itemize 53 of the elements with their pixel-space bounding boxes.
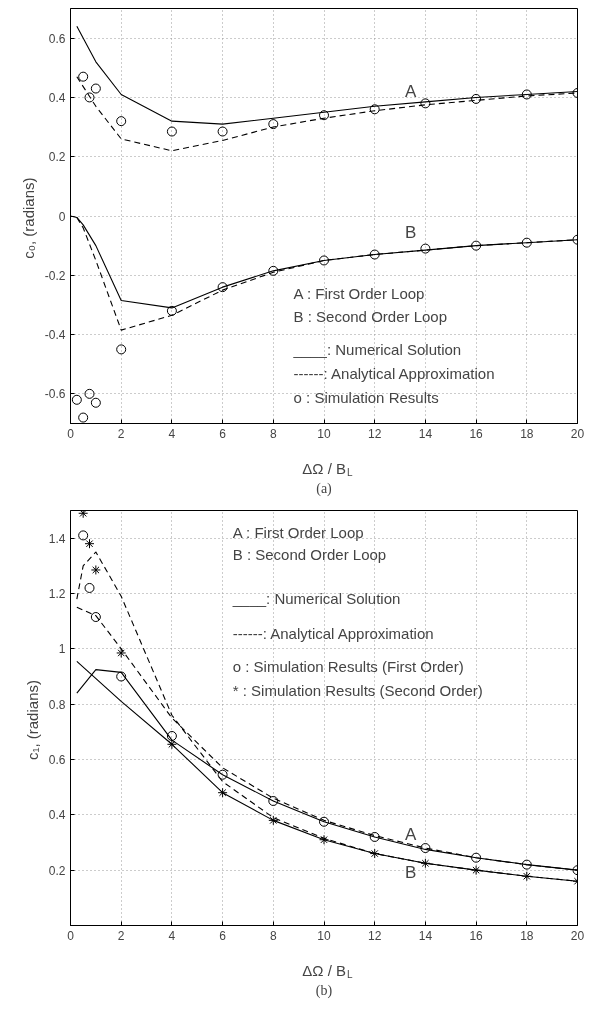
y-tick-label: 1.2 [48,587,66,601]
y-tick-label: 0.4 [48,808,66,823]
x-tick-label: 4 [168,426,176,441]
x-tick-label: 6 [219,426,227,441]
text: (b) [315,983,333,1000]
x-tick-label: 8 [269,426,277,441]
y-tick-label: 1.4 [48,531,66,546]
y-tick-label: 0 [58,209,66,224]
annotation: B : Second Order Loop [232,545,387,563]
text: (a) [316,481,333,498]
x-tick-label: 12 [368,928,382,943]
annotation: * : Simulation Results (Second Order) [232,682,483,700]
y-tick-label: -0.6 [44,387,66,402]
x-tick-label: 20 [570,426,585,441]
x-tick-label: 14 [418,928,433,943]
x-tick-label: 12 [368,426,382,441]
annotation: ------: Analytical Approximation [232,625,434,643]
annotation: o : Simulation Results [293,388,439,406]
x-tick-label: 10 [317,426,331,441]
y-tick-label: -0.2 [44,268,66,283]
x-tick-label: 16 [469,928,484,943]
y-tick-label: 0.2 [48,863,66,878]
y-axis-title: c₁, (radians) [23,680,41,761]
annotation: ------: Analytical Approximation [293,365,495,383]
x-tick-label: 18 [520,426,534,441]
x-tick-label: 8 [269,928,277,943]
x-tick-label: 16 [469,426,484,441]
annotation: B [405,863,417,883]
x-tick-label: 6 [219,928,227,943]
annotation: A [405,82,418,101]
y-tick-label: -0.4 [44,328,66,343]
y-tick-label: 0.2 [48,150,66,165]
x-tick-label: 10 [317,928,331,943]
annotation: A [405,824,418,844]
y-tick-label: 0.6 [48,31,66,46]
y-tick-label: 0.4 [48,90,66,105]
annotation: B : Second Order Loop [293,308,448,326]
annotation: A : First Order Loop [293,284,425,302]
x-tick-label: 14 [418,426,433,441]
y-tick-label: 1 [58,642,66,657]
annotation: B [405,223,417,243]
y-axis-title: c₀, (radians) [19,177,37,259]
y-tick-label: 0.6 [48,753,66,767]
x-tick-label: 2 [117,426,125,441]
y-tick-label: 0.8 [48,697,66,712]
annotation: o : Simulation Results (First Order) [232,658,464,676]
annotation: ____: Numerical Solution [231,589,401,607]
x-tick-label: 20 [570,928,585,943]
annotation: ____: Numerical Solution [292,341,462,359]
x-tick-label: 18 [520,928,534,943]
x-tick-label: 4 [168,928,176,943]
x-tick-label: 2 [117,928,125,943]
annotation: A : First Order Loop [232,523,364,541]
